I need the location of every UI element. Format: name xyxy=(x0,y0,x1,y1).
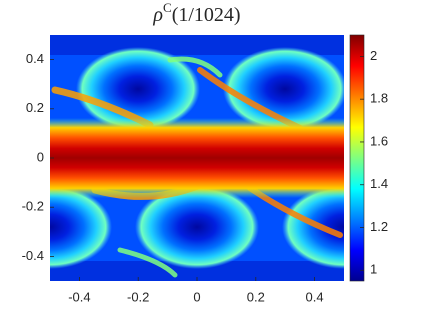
x-tick-label: 0 xyxy=(193,289,200,304)
colorbar-tick-label: 1 xyxy=(370,262,377,277)
x-tick-label: -0.2 xyxy=(127,289,149,304)
x-tick-label: 0.4 xyxy=(306,289,324,304)
colorbar-tick-label: 1.6 xyxy=(370,133,388,148)
y-tick-label: -0.2 xyxy=(22,199,44,214)
title-superscript: C xyxy=(163,0,172,15)
title-argument: (1/1024) xyxy=(172,4,241,26)
y-tick-label: -0.4 xyxy=(22,248,44,263)
title-symbol: ρ xyxy=(152,4,163,26)
y-tick-label: 0.4 xyxy=(26,51,44,66)
density-field xyxy=(50,35,344,281)
colorbar xyxy=(349,34,365,282)
colorbar-tick-label: 1.2 xyxy=(370,219,388,234)
colorbar-tick-label: 2 xyxy=(370,48,377,63)
colorbar-tick-label: 1.4 xyxy=(370,176,388,191)
chart-title: ρC(1/1024) xyxy=(152,0,240,26)
x-tick-label: 0.2 xyxy=(247,289,265,304)
colorbar-tick-label: 1.8 xyxy=(370,91,388,106)
y-tick-label: 0.2 xyxy=(26,100,44,115)
x-tick-label: -0.4 xyxy=(68,289,90,304)
y-tick-label: 0 xyxy=(37,149,44,164)
